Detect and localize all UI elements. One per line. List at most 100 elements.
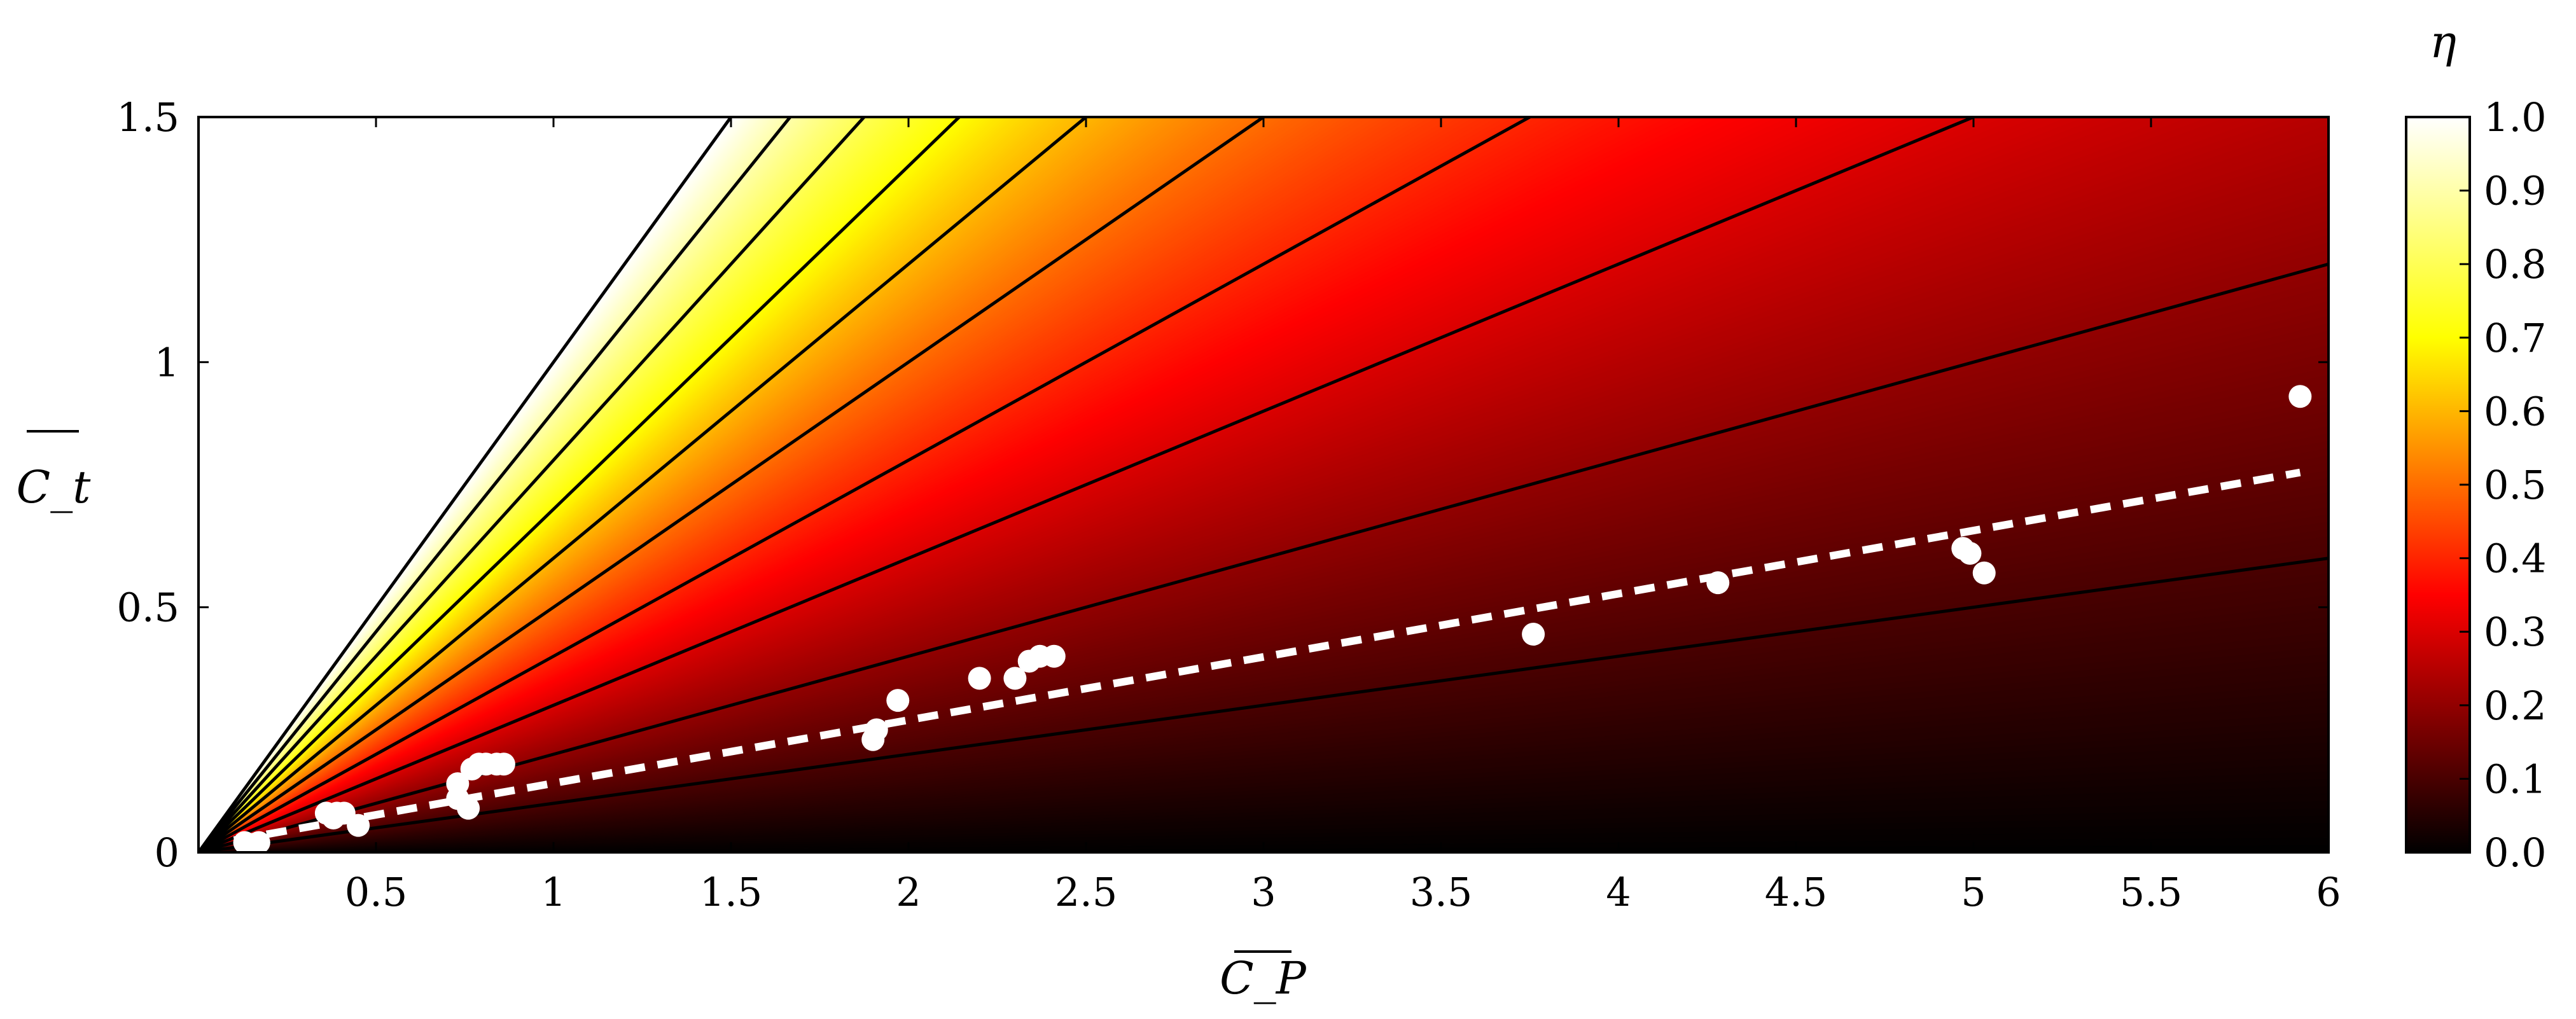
heatmap-band (198, 117, 2190, 852)
heatmap-band (198, 117, 784, 852)
heatmap-band (198, 117, 1357, 852)
heatmap-band (198, 117, 742, 852)
heatmap-band (198, 117, 1248, 852)
heatmap-band (198, 117, 826, 852)
heatmap-band (198, 117, 895, 852)
heatmap-band (198, 117, 2267, 852)
heatmap-band (198, 117, 796, 852)
heatmap-band (198, 117, 1041, 852)
heatmap-band (198, 117, 1582, 852)
heatmap-band (198, 117, 816, 852)
y-tick-label: 1.5 (116, 94, 179, 141)
data-point (446, 772, 470, 796)
heatmap-band (198, 117, 971, 852)
heatmap-band (198, 117, 1498, 852)
colorbar-tick-label: 0.2 (2484, 683, 2547, 729)
heatmap-band (198, 117, 2020, 852)
heatmap-band (198, 117, 1363, 852)
x-tick-label: 2 (896, 869, 921, 915)
heatmap-band (198, 117, 1199, 852)
heatmap-band (198, 117, 1989, 852)
heatmap-band (198, 117, 1185, 852)
heatmap-band (198, 117, 1710, 852)
heatmap-band (198, 117, 1121, 852)
y-axis-ticks: 0 0.5 1 1.5 (116, 94, 2329, 876)
heatmap-band (198, 117, 1877, 852)
heatmap-band (198, 117, 1721, 852)
heatmap-band (198, 117, 1172, 852)
heatmap-band (198, 117, 893, 852)
heatmap-band (198, 117, 1777, 852)
heatmap-band (198, 117, 1592, 852)
heatmap-band (198, 117, 884, 852)
heatmap-band (198, 117, 1019, 852)
y-axis-title: C_t (17, 430, 91, 513)
heatmap-band (198, 117, 1314, 852)
heatmap-band (198, 117, 1015, 852)
heatmap-band (198, 117, 840, 852)
heatmap-band (198, 117, 1547, 852)
x-tick-label: 6 (2316, 869, 2341, 915)
heatmap-band (198, 117, 1069, 852)
heatmap-band (198, 117, 741, 852)
colorbar-tick-label: 0.9 (2484, 168, 2547, 214)
heatmap-band (198, 117, 1659, 852)
heatmap-band (198, 117, 1297, 852)
heatmap-band (198, 117, 2119, 852)
heatmap-band (198, 117, 1204, 852)
heatmap-band (198, 117, 947, 852)
heatmap-band (198, 117, 1190, 852)
heatmap-band (198, 117, 1072, 852)
heatmap-band (198, 117, 811, 852)
heatmap-band (198, 117, 1918, 852)
heatmap-band (198, 117, 2068, 852)
data-point (2288, 385, 2312, 408)
heatmap-band (198, 117, 2228, 852)
heatmap-band (198, 117, 1506, 852)
data-point (1706, 571, 1730, 595)
heatmap-band (198, 117, 1134, 852)
heatmap-band (198, 117, 1573, 852)
heatmap-band (198, 117, 772, 852)
heatmap-band (198, 117, 1838, 852)
heatmap-band (198, 117, 1339, 852)
heatmap-band (198, 117, 1034, 852)
heatmap-band (198, 117, 965, 852)
heatmap-band (198, 117, 1629, 852)
heatmap-band (198, 117, 1475, 852)
heatmap-band (198, 117, 1138, 852)
heatmap-band (198, 117, 1789, 852)
heatmap-band (198, 117, 2248, 852)
y-tick-label: 0 (155, 829, 179, 876)
heatmap-band (198, 117, 1743, 852)
heatmap-band (198, 117, 1076, 852)
heatmap-band (198, 117, 1601, 852)
heatmap-band (198, 117, 1102, 852)
heatmap-band (198, 117, 773, 852)
heatmap-band (198, 117, 1389, 852)
heatmap-band (198, 117, 898, 852)
colorbar-tick-label: 1.0 (2484, 94, 2547, 141)
x-tick-label: 5.5 (2120, 869, 2183, 915)
x-tick-label: 3 (1251, 869, 1276, 915)
heatmap-band (198, 117, 770, 852)
heatmap-band (198, 117, 1000, 852)
heatmap-band (198, 117, 737, 852)
heatmap-band (198, 117, 1467, 852)
heatmap-band (198, 117, 934, 852)
x-axis-title: C_P (1220, 950, 1307, 1004)
heatmap-band (198, 117, 1117, 852)
x-axis-title-text: C_P (1220, 952, 1307, 1004)
x-tick-label: 3.5 (1410, 869, 1473, 915)
heatmap-band (198, 117, 905, 852)
heatmap-band (198, 117, 1051, 852)
heatmap-band (198, 117, 985, 852)
heatmap-band (198, 117, 931, 852)
heatmap-band (198, 117, 761, 852)
heatmap-band (198, 117, 794, 852)
heatmap-band (198, 117, 1668, 852)
colorbar-tick-label: 0.1 (2484, 756, 2547, 802)
heatmap-band (198, 117, 744, 852)
data-point (886, 689, 910, 712)
heatmap-band (198, 117, 818, 852)
